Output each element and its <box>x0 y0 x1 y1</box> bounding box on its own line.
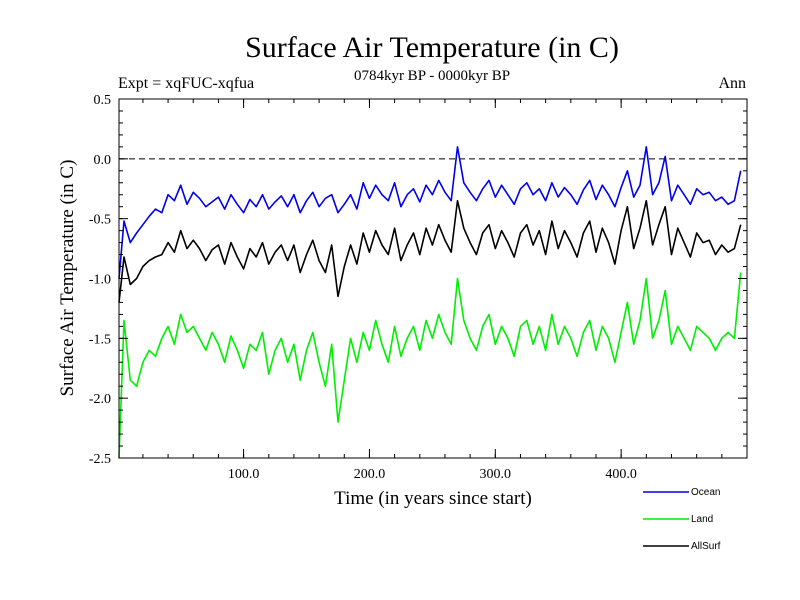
plot-area: 100.0 200.0 300.0 400.0 -2.5 -2.0 -1.5 -1.0 -0.5… <box>89 93 748 482</box>
legend: Ocean Land AllSurf <box>643 487 721 552</box>
y-tick-label: 0.0 <box>94 153 112 168</box>
y-tick-label: -1.5 <box>89 332 111 347</box>
y-tick-label: 0.5 <box>94 93 112 108</box>
experiment-label: Expt = xqFUC-xqfua <box>118 75 254 92</box>
y-tick-label: -2.0 <box>89 392 111 407</box>
x-axis-label: Time (in years since start) <box>334 488 532 509</box>
season-label: Ann <box>718 75 746 92</box>
legend-label-allsurf: AllSurf <box>691 541 721 552</box>
plot-frame <box>118 98 748 459</box>
x-tick-label: 200.0 <box>354 467 386 482</box>
series-line-allsurf <box>118 199 742 303</box>
chart-subtitle: 0784kyr BP - 0000kyr BP <box>354 68 510 84</box>
x-tick-label: 400.0 <box>605 467 637 482</box>
y-tick-label: -1.0 <box>89 273 111 288</box>
y-tick-label: -0.5 <box>89 213 111 228</box>
x-tick-label: 100.0 <box>228 467 260 482</box>
series-line-land <box>118 272 742 459</box>
x-tick-label: 300.0 <box>480 467 512 482</box>
legend-label-land: Land <box>691 514 713 525</box>
chart-title: Surface Air Temperature (in C) <box>245 31 619 64</box>
y-axis-label: Surface Air Temperature (in C) <box>57 160 78 397</box>
legend-label-ocean: Ocean <box>691 487 720 498</box>
series-line-ocean <box>118 146 742 279</box>
y-tick-label: -2.5 <box>89 452 111 467</box>
